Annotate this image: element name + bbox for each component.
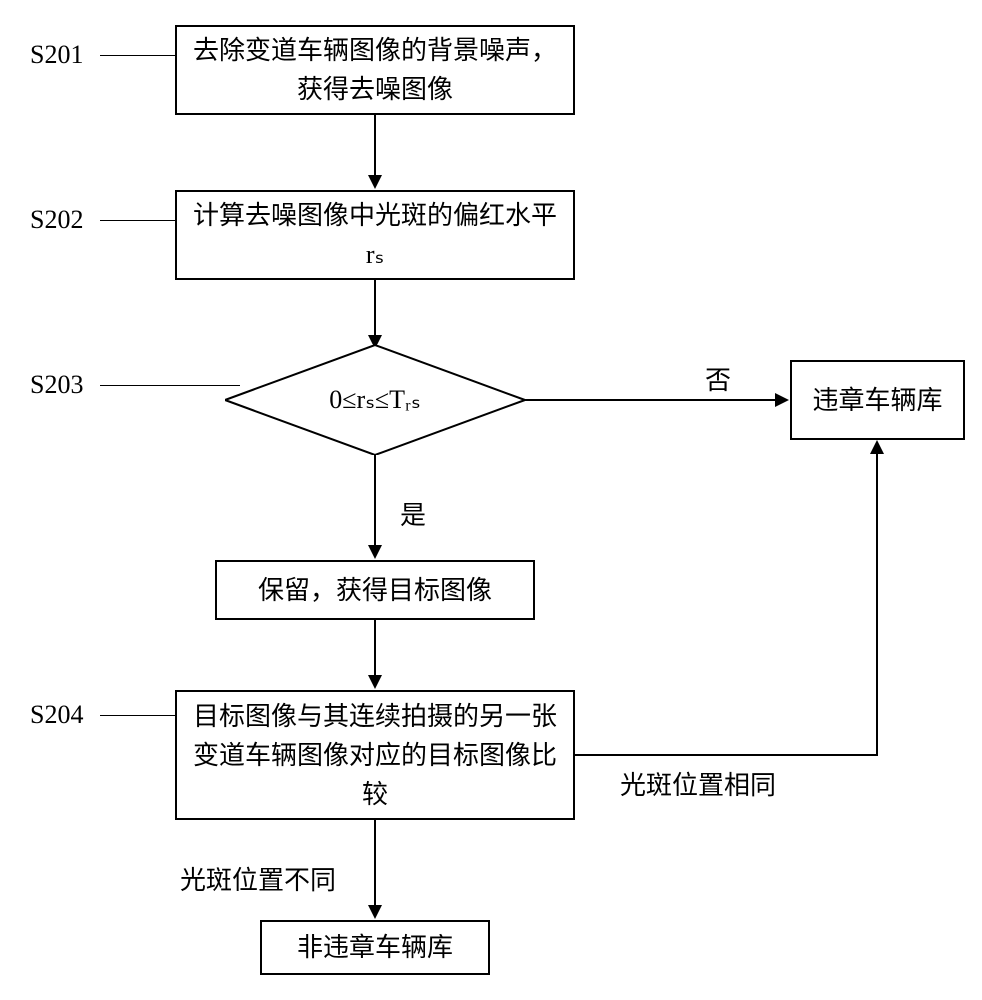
arrow-s202-s203 (374, 280, 376, 335)
arrow-s201-s202 (374, 115, 376, 175)
leader-s201 (100, 55, 175, 56)
arrowhead-same-pos (870, 440, 884, 454)
node-remove-noise: 去除变道车辆图像的背景噪声，获得去噪图像 (175, 25, 575, 115)
arrow-keep-compare (374, 620, 376, 675)
label-same-pos: 光斑位置相同 (620, 765, 776, 802)
step-label-s204: S204 (30, 700, 83, 730)
label-diff-pos: 光斑位置不同 (180, 860, 336, 897)
arrow-same-horiz (575, 754, 878, 756)
node-keep-target: 保留，获得目标图像 (215, 560, 535, 620)
leader-s202 (100, 220, 175, 221)
step-label-s203: S203 (30, 370, 83, 400)
step-label-s202: S202 (30, 205, 83, 235)
arrow-yes-keep (374, 455, 376, 545)
arrow-same-vert (876, 454, 878, 756)
node-decision: 0≤rₛ≤Tᵣₛ (225, 345, 525, 455)
arrowhead-s201-s202 (368, 175, 382, 189)
node-compare-text: 目标图像与其连续拍摄的另一张变道车辆图像对应的目标图像比较 (189, 697, 561, 814)
step-label-s201: S201 (30, 40, 83, 70)
label-no: 否 (705, 360, 731, 397)
leader-s204 (100, 715, 175, 716)
arrow-no-violation (525, 399, 775, 401)
arrow-diff-down (374, 820, 376, 905)
leader-s203 (100, 385, 240, 386)
node-non-violation-db-text: 非违章车辆库 (297, 928, 453, 967)
decision-text: 0≤rₛ≤Tᵣₛ (329, 385, 420, 415)
node-calc-red: 计算去噪图像中光斑的偏红水平 rₛ (175, 190, 575, 280)
label-yes: 是 (400, 495, 426, 532)
arrowhead-no-violation (775, 393, 789, 407)
node-non-violation-db: 非违章车辆库 (260, 920, 490, 975)
arrowhead-yes-keep (368, 545, 382, 559)
arrowhead-keep-compare (368, 675, 382, 689)
node-remove-noise-text: 去除变道车辆图像的背景噪声，获得去噪图像 (189, 31, 561, 109)
arrowhead-diff-pos (368, 905, 382, 919)
node-violation-db-text: 违章车辆库 (812, 381, 942, 420)
node-violation-db: 违章车辆库 (790, 360, 965, 440)
node-calc-red-text: 计算去噪图像中光斑的偏红水平 rₛ (189, 196, 561, 274)
node-keep-target-text: 保留，获得目标图像 (258, 571, 492, 610)
node-compare: 目标图像与其连续拍摄的另一张变道车辆图像对应的目标图像比较 (175, 690, 575, 820)
